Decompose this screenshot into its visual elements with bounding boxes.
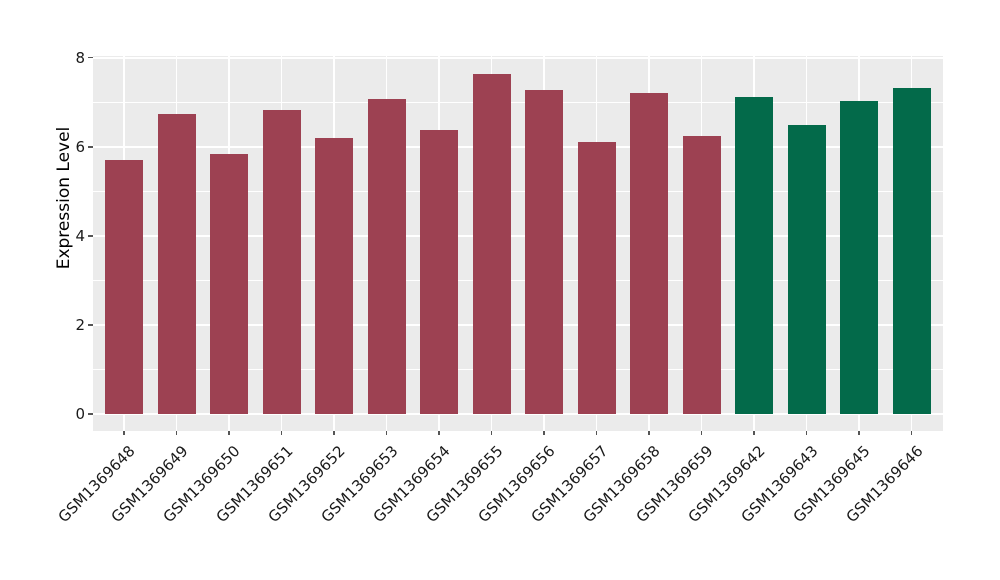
major-gridline-y8 (93, 57, 943, 59)
x-tick-mark-GSM1369646 (910, 431, 913, 435)
bar-GSM1369651 (262, 109, 301, 415)
y-tick-label-6: 6 (75, 137, 85, 156)
bar-GSM1369656 (525, 90, 563, 415)
bar-GSM1369649 (157, 113, 196, 415)
bar-GSM1369653 (367, 99, 406, 415)
minor-gridline-y7 (93, 101, 943, 103)
x-tick-mark-GSM1369649 (175, 431, 178, 435)
y-tick-label-0: 0 (75, 405, 85, 424)
y-tick-mark-6 (88, 146, 93, 148)
x-tick-mark-GSM1369659 (700, 431, 703, 435)
x-tick-mark-GSM1369651 (280, 431, 283, 435)
minor-gridline-y1 (93, 369, 943, 371)
x-tick-mark-GSM1369657 (595, 431, 598, 435)
x-tick-mark-GSM1369643 (805, 431, 808, 435)
bar-GSM1369658 (630, 92, 668, 415)
y-tick-mark-4 (88, 235, 93, 237)
x-tick-mark-GSM1369652 (333, 431, 335, 435)
x-tick-mark-GSM1369655 (490, 431, 493, 435)
minor-gridline-y3 (93, 279, 943, 281)
major-gridline-y6 (93, 146, 943, 148)
major-gridline-y2 (93, 324, 943, 326)
bar-GSM1369657 (577, 142, 616, 415)
x-tick-mark-GSM1369653 (385, 431, 388, 435)
bar-GSM1369655 (472, 74, 511, 415)
x-tick-mark-GSM1369645 (858, 431, 860, 435)
bar-GSM1369650 (210, 153, 248, 415)
bar-GSM1369648 (105, 159, 143, 415)
y-tick-label-8: 8 (75, 48, 85, 67)
bar-GSM1369646 (892, 87, 931, 415)
y-tick-label-2: 2 (75, 316, 85, 334)
bar-GSM1369652 (315, 138, 353, 415)
plot-area (93, 56, 943, 431)
bar-GSM1369642 (735, 96, 773, 415)
x-tick-mark-GSM1369650 (228, 431, 230, 435)
x-tick-mark-GSM1369648 (123, 431, 125, 435)
y-tick-mark-0 (88, 413, 93, 415)
bar-GSM1369645 (840, 100, 878, 415)
bar-GSM1369654 (420, 129, 458, 415)
bar-GSM1369643 (787, 125, 826, 415)
major-gridline-y4 (93, 235, 943, 237)
y-tick-mark-8 (88, 57, 93, 59)
x-tick-mark-GSM1369658 (648, 431, 650, 435)
y-tick-label-4: 4 (75, 226, 85, 245)
minor-gridline-y5 (93, 190, 943, 192)
x-tick-mark-GSM1369642 (753, 431, 755, 435)
x-tick-mark-GSM1369654 (438, 431, 440, 435)
y-tick-mark-2 (88, 324, 93, 326)
major-gridline-y0 (93, 413, 943, 415)
bar-GSM1369659 (682, 136, 721, 415)
x-tick-mark-GSM1369656 (543, 431, 545, 435)
